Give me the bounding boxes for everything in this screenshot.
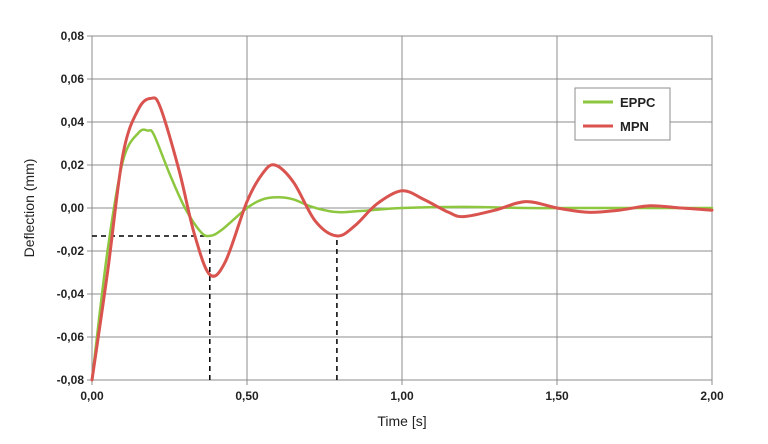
x-tick-label: 0,50 [235,389,259,403]
y-tick-label: -0,02 [57,244,85,258]
x-tick-labels: 0,00 0,50 1,00 1,50 2,00 [80,389,724,403]
legend: EPPC MPN [574,87,671,141]
y-tick-label: 0,08 [61,29,85,43]
y-tick-label: -0,06 [57,330,85,344]
y-tick-label: -0,08 [57,373,85,387]
y-tick-label: 0,00 [61,201,85,215]
series-lines [90,96,714,382]
legend-label-eppc: EPPC [620,95,656,110]
legend-label-mpn: MPN [620,119,649,134]
y-tick-label: 0,04 [61,115,85,129]
y-tick-labels: 0,08 0,06 0,04 0,02 0,00 -0,02 -0,04 -0,06 -0,08 [57,29,85,387]
legend-box [574,87,671,141]
y-axis-title: Deflection (mm) [21,159,37,258]
x-tick-label: 2,00 [700,389,724,403]
y-tick-label: 0,06 [61,72,85,86]
y-tick-label: 0,02 [61,158,85,172]
series-line-mpn [90,96,714,382]
y-tick-label: -0,04 [57,287,85,301]
x-axis-title: Time [s] [377,413,426,429]
x-tick-label: 1,00 [390,389,414,403]
x-tick-label: 1,50 [545,389,569,403]
series-line-eppc [90,128,714,382]
x-tick-label: 0,00 [80,389,104,403]
